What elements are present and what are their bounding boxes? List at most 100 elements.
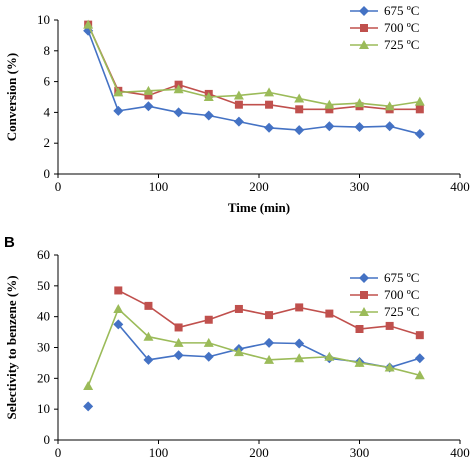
data-point — [143, 101, 154, 112]
y-tick-label: 50 — [37, 278, 50, 293]
data-point — [173, 350, 184, 361]
y-tick-label: 0 — [44, 432, 51, 447]
series-line — [87, 30, 420, 135]
y-tick-label: 4 — [44, 104, 51, 119]
data-point — [354, 122, 365, 133]
data-point — [325, 309, 334, 318]
y-tick-label: 10 — [37, 12, 50, 27]
data-point — [354, 98, 365, 108]
data-point — [414, 370, 425, 380]
x-tick-label: 300 — [350, 445, 370, 460]
data-point — [203, 351, 214, 362]
data-point — [113, 105, 124, 116]
y-tick-label: 20 — [37, 370, 50, 385]
legend-label: 700 ºC — [384, 287, 419, 302]
data-point — [113, 319, 124, 330]
data-point — [294, 93, 305, 103]
data-point — [414, 353, 425, 364]
series-line — [87, 307, 420, 387]
legend-marker — [359, 6, 369, 16]
data-point — [113, 303, 124, 313]
data-point — [174, 323, 183, 332]
data-point — [414, 96, 425, 106]
legend-label: 700 ºC — [384, 20, 419, 35]
data-point — [234, 304, 243, 313]
data-point — [113, 87, 124, 97]
series-line — [87, 24, 420, 111]
data-point — [204, 315, 213, 324]
data-point — [265, 100, 274, 109]
data-point — [294, 338, 305, 349]
y-tick-label: 10 — [37, 401, 50, 416]
y-tick-label: 6 — [44, 74, 51, 89]
data-point — [295, 105, 304, 114]
legend-marker — [360, 24, 368, 32]
legend-marker — [360, 291, 368, 299]
x-tick-label: 0 — [55, 445, 62, 460]
x-tick-label: 100 — [149, 179, 169, 194]
y-tick-label: 2 — [44, 135, 51, 150]
data-point — [384, 101, 395, 111]
x-tick-label: 400 — [450, 445, 470, 460]
x-tick-label: 200 — [249, 179, 269, 194]
data-point — [265, 311, 274, 320]
data-point — [385, 321, 394, 330]
legend-label: 675 ºC — [384, 3, 419, 18]
y-tick-label: 60 — [37, 247, 50, 262]
y-tick-label: 30 — [37, 340, 50, 355]
data-point — [384, 121, 395, 132]
series-line — [87, 24, 420, 108]
data-point — [233, 116, 244, 127]
data-point — [414, 128, 425, 139]
data-point — [203, 92, 214, 101]
data-point — [355, 325, 364, 333]
data-point — [233, 347, 244, 357]
data-point — [294, 353, 305, 363]
legend-marker — [359, 273, 369, 283]
data-point — [354, 357, 365, 367]
data-point — [325, 105, 334, 114]
data-point — [264, 122, 275, 133]
y-tick-label: 0 — [44, 166, 51, 181]
data-point — [234, 100, 243, 109]
data-point — [83, 19, 94, 29]
x-tick-label: 100 — [149, 445, 169, 460]
data-point — [203, 110, 214, 121]
y-axis-label: Conversion (%) — [4, 53, 19, 141]
x-tick-label: 400 — [450, 179, 470, 194]
data-point — [324, 99, 335, 109]
data-point — [173, 337, 184, 347]
data-point — [173, 84, 184, 94]
data-point — [143, 331, 154, 341]
data-point — [415, 331, 424, 340]
data-point — [264, 87, 275, 97]
data-point — [114, 286, 123, 295]
data-point — [233, 90, 244, 100]
data-point — [83, 401, 94, 412]
x-axis-label: Time (min) — [228, 200, 290, 215]
data-point — [173, 107, 184, 118]
y-tick-label: 8 — [44, 43, 51, 58]
data-point — [324, 121, 335, 132]
y-tick-label: 40 — [37, 309, 50, 324]
data-point — [415, 105, 424, 114]
legend-marker — [359, 40, 369, 49]
panel-label: B — [4, 234, 15, 251]
legend-marker — [359, 307, 369, 316]
data-point — [144, 301, 153, 310]
data-point — [264, 337, 275, 348]
data-point — [143, 354, 154, 365]
data-point — [295, 303, 304, 312]
data-point — [83, 381, 94, 391]
data-point — [143, 85, 154, 95]
data-point — [264, 354, 275, 364]
legend-label: 675 ºC — [384, 270, 419, 285]
legend-label: 725 ºC — [384, 304, 419, 319]
data-point — [144, 91, 153, 100]
data-point — [324, 351, 335, 361]
legend-label: 725 ºC — [384, 37, 419, 52]
x-tick-label: 200 — [249, 445, 269, 460]
y-axis-label: Selectivity to benzene (%) — [4, 275, 19, 419]
data-point — [203, 337, 214, 347]
